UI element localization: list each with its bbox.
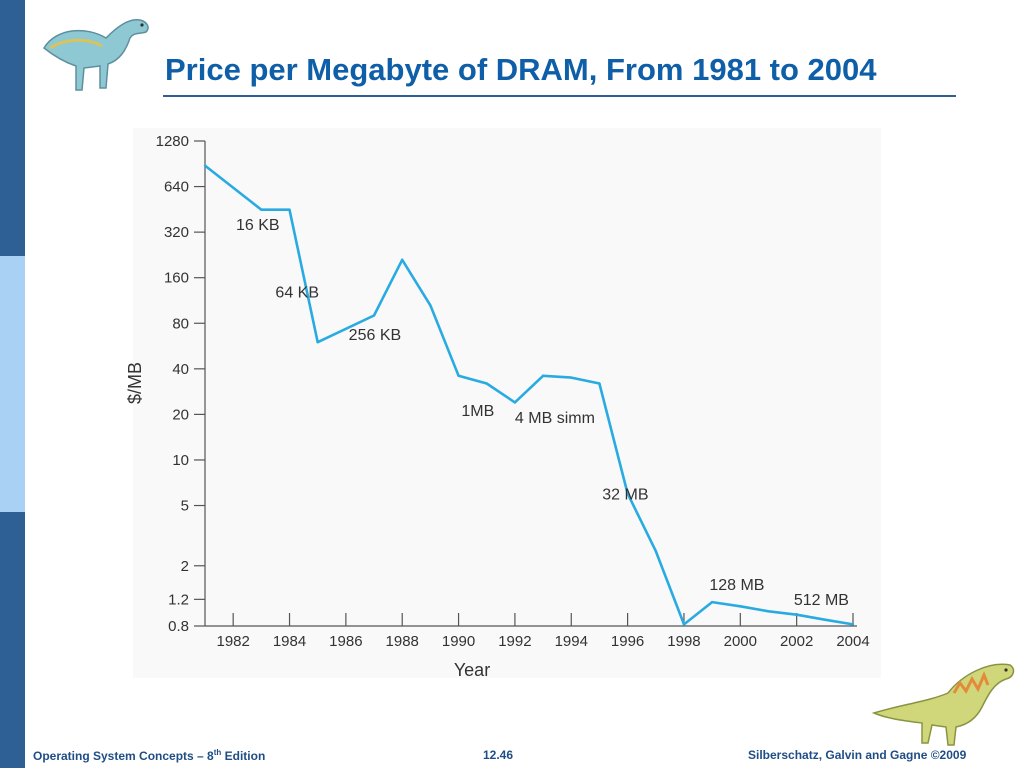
annotation-label: 128 MB bbox=[709, 577, 764, 594]
annotation-label: 64 KB bbox=[275, 285, 319, 302]
y-tick-label: 1.2 bbox=[168, 591, 189, 608]
footer-course: Operating System Concepts – 8th Edition bbox=[33, 748, 266, 763]
data-point bbox=[260, 208, 263, 211]
annotation-label: 1MB bbox=[461, 403, 494, 420]
data-point bbox=[570, 376, 573, 379]
y-tick-label: 10 bbox=[172, 452, 189, 469]
x-tick-label: 1986 bbox=[329, 633, 362, 650]
y-tick-label: 160 bbox=[164, 270, 189, 287]
data-point bbox=[288, 208, 291, 211]
data-point bbox=[203, 164, 207, 167]
x-tick-label: 1984 bbox=[273, 633, 306, 650]
sidebar-dark-bottom bbox=[0, 512, 25, 768]
data-point bbox=[541, 374, 545, 377]
data-point bbox=[316, 340, 319, 344]
y-tick-label: 40 bbox=[172, 361, 189, 378]
data-point bbox=[739, 605, 742, 608]
x-axis-title: Year bbox=[454, 660, 490, 680]
annotation-label: 16 KB bbox=[236, 217, 280, 234]
annotation-label: 32 MB bbox=[602, 486, 648, 503]
annotation-label: 512 MB bbox=[794, 592, 849, 609]
annotation-layer: 16 KB 64 KB 256 KB 1MB 4 MB simm 32 MB 128 MB 5… bbox=[236, 217, 849, 609]
series-layer bbox=[203, 164, 855, 626]
y-tick-label: 640 bbox=[164, 179, 189, 196]
x-tick-label: 1982 bbox=[216, 633, 249, 650]
data-point bbox=[851, 623, 855, 626]
dinosaur-icon bbox=[871, 663, 1015, 746]
y-tick-label: 5 bbox=[181, 498, 189, 515]
y-tick-label: 2 bbox=[181, 558, 189, 575]
data-point bbox=[401, 258, 404, 262]
data-point bbox=[767, 610, 770, 613]
x-tick-label: 1998 bbox=[667, 633, 700, 650]
dinosaur-icon bbox=[43, 19, 149, 91]
data-point bbox=[710, 600, 714, 604]
data-point bbox=[654, 549, 657, 553]
sidebar-light-middle bbox=[0, 256, 25, 512]
y-tick-label: 80 bbox=[172, 315, 189, 332]
data-point bbox=[457, 374, 460, 377]
x-tick-label: 2000 bbox=[724, 633, 757, 650]
x-axis: 1982 1984 1986 1988 1990 1992 1994 1996 1998 2000… bbox=[205, 613, 870, 650]
x-tick-label: 1988 bbox=[386, 633, 419, 650]
data-point bbox=[682, 623, 686, 626]
chart-background bbox=[133, 128, 881, 678]
annotation-label: 4 MB simm bbox=[515, 410, 595, 427]
x-tick-label: 1992 bbox=[498, 633, 531, 650]
footer-page-number: 12.46 bbox=[483, 748, 514, 762]
x-tick-label: 1996 bbox=[611, 633, 644, 650]
x-tick-label: 2004 bbox=[836, 633, 869, 650]
x-tick-label: 1990 bbox=[442, 633, 475, 650]
x-tick-label: 2002 bbox=[780, 633, 813, 650]
y-axis: 1280 640 320 160 80 40 20 10 5 2 1.2 0.8 bbox=[156, 133, 206, 635]
y-tick-label: 320 bbox=[164, 224, 189, 241]
y-tick-label: 0.8 bbox=[168, 618, 189, 635]
data-point bbox=[372, 314, 376, 317]
title-rule bbox=[163, 95, 956, 97]
data-point bbox=[795, 613, 798, 616]
data-point bbox=[485, 382, 488, 385]
series-line bbox=[204, 164, 854, 626]
data-point bbox=[626, 492, 629, 495]
data-point bbox=[429, 304, 432, 307]
data-point bbox=[823, 618, 827, 621]
slide-title: Price per Megabyte of DRAM, From 1981 to… bbox=[165, 52, 877, 87]
data-point bbox=[513, 401, 517, 404]
y-tick-label: 1280 bbox=[156, 133, 189, 150]
footer-copyright: Silberschatz, Galvin and Gagne ©2009 bbox=[748, 748, 967, 762]
y-tick-label: 20 bbox=[172, 406, 189, 423]
data-point bbox=[598, 382, 601, 385]
sidebar-dark-top bbox=[0, 0, 25, 256]
x-tick-label: 1994 bbox=[555, 633, 588, 650]
y-axis-title: $/MB bbox=[125, 362, 145, 404]
annotation-label: 256 KB bbox=[349, 327, 401, 344]
